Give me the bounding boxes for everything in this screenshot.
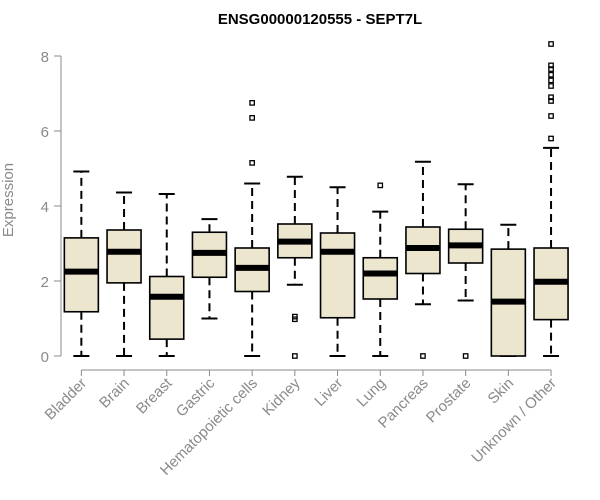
box-iqr bbox=[63, 237, 100, 313]
category-label: Skin bbox=[485, 375, 518, 408]
outlier-point bbox=[548, 83, 554, 89]
x-axis bbox=[80, 369, 552, 376]
box-breast bbox=[148, 193, 185, 357]
box-skin bbox=[490, 223, 527, 357]
box-gastric bbox=[191, 218, 228, 320]
category-label: Breast bbox=[133, 374, 176, 417]
box-bladder bbox=[63, 170, 100, 357]
box-kidney bbox=[277, 175, 313, 359]
box-iqr bbox=[106, 229, 142, 284]
box-pancreas bbox=[405, 160, 441, 359]
box-iqr bbox=[362, 256, 399, 300]
box-iqr bbox=[319, 232, 356, 319]
y-tick-label: 2 bbox=[41, 274, 49, 291]
outlier-point bbox=[249, 160, 255, 166]
outlier-point bbox=[291, 316, 298, 323]
y-tick-label: 4 bbox=[41, 199, 49, 216]
category-label: Lung bbox=[353, 375, 389, 411]
category-label: Liver bbox=[311, 375, 346, 410]
outlier-point bbox=[377, 182, 384, 189]
box-iqr bbox=[148, 275, 185, 340]
outlier-point bbox=[249, 100, 255, 106]
category-label: Brain bbox=[96, 375, 133, 412]
outlier-point bbox=[548, 62, 554, 69]
chart-title: ENSG00000120555 - SEPT7L bbox=[218, 11, 422, 28]
category-label: Prostate bbox=[423, 375, 475, 427]
outlier-point bbox=[548, 135, 554, 142]
outlier-point bbox=[462, 353, 469, 359]
y-axis: 0 2 4 6 8 bbox=[41, 49, 62, 366]
y-tick-label: 6 bbox=[41, 124, 49, 141]
box-group bbox=[63, 41, 569, 359]
category-label: Kidney bbox=[259, 374, 304, 419]
box-hematopoietic-cells bbox=[234, 100, 270, 357]
outlier-point bbox=[548, 71, 554, 78]
outlier-point bbox=[548, 94, 554, 101]
outlier-point bbox=[548, 113, 554, 119]
y-axis-label: Expression bbox=[0, 163, 17, 237]
outlier-point bbox=[548, 77, 554, 84]
outlier-point bbox=[420, 353, 426, 359]
outlier-point bbox=[291, 353, 298, 359]
y-tick-label: 8 bbox=[41, 49, 49, 66]
category-label: Bladder bbox=[42, 375, 91, 424]
y-tick-label: 0 bbox=[41, 349, 49, 366]
box-unknown-other bbox=[533, 41, 569, 357]
box-prostate bbox=[447, 183, 484, 359]
outlier-point bbox=[548, 41, 554, 47]
box-lung bbox=[362, 182, 399, 357]
box-liver bbox=[319, 186, 356, 357]
outlier-point bbox=[249, 115, 255, 121]
box-brain bbox=[106, 191, 142, 357]
